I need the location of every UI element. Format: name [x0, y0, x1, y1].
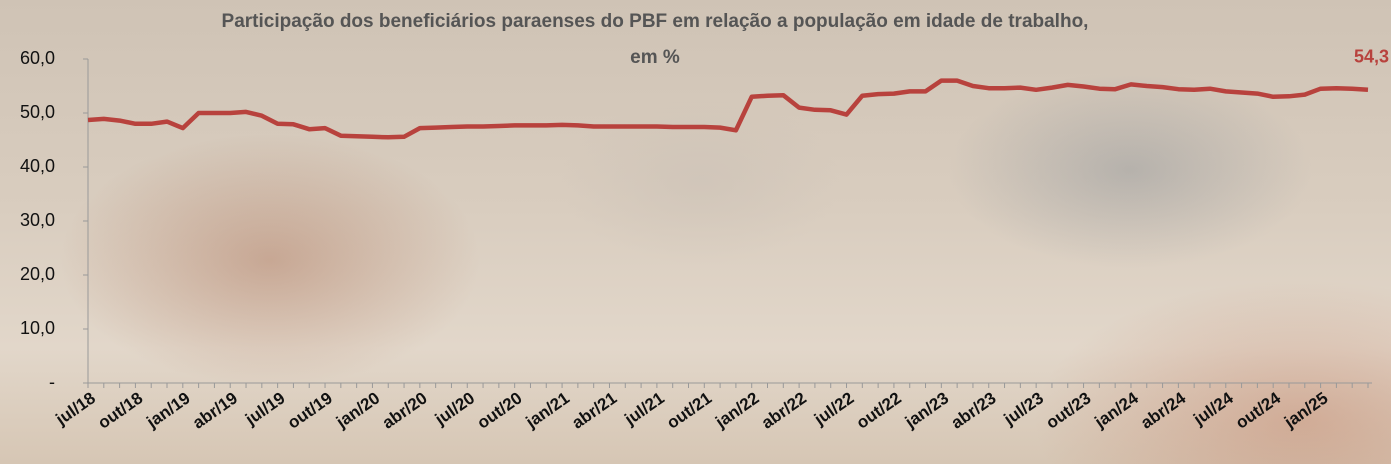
page: Participação dos beneficiários paraenses… [0, 0, 1391, 464]
x-tick-label: jul/22 [810, 388, 857, 429]
x-tick-label: out/24 [1232, 388, 1284, 433]
chart: Participação dos beneficiários paraenses… [0, 0, 1391, 464]
x-tick-label: abr/19 [189, 388, 241, 432]
x-tick-label: abr/22 [758, 388, 810, 432]
y-tick-label: 60,0 [20, 48, 55, 68]
chart-title: Participação dos beneficiários paraenses… [222, 11, 1089, 32]
x-tick-label: abr/23 [948, 388, 1000, 432]
x-tick-label: out/21 [663, 388, 715, 432]
x-tick-label: jul/24 [1189, 388, 1237, 429]
y-tick-label: 50,0 [20, 102, 55, 122]
x-tick-label: abr/24 [1137, 388, 1189, 433]
x-tick-label: out/23 [1043, 388, 1095, 432]
x-tick-label: out/20 [474, 388, 526, 432]
data-line [88, 81, 1368, 138]
x-tick-label: jan/21 [522, 388, 573, 432]
data-label: 54,3 [1354, 47, 1389, 67]
x-tick-label: out/18 [94, 388, 146, 432]
y-tick-label: 30,0 [20, 210, 55, 230]
x-tick-label: jan/25 [1280, 388, 1331, 432]
x-tick-label: jan/24 [1091, 388, 1143, 432]
x-tick-label: jul/23 [1000, 388, 1047, 429]
x-tick-label: jul/20 [431, 388, 478, 429]
x-tick-label: out/19 [284, 388, 336, 432]
y-tick-label: 40,0 [20, 156, 55, 176]
x-tick-label: jan/22 [711, 388, 762, 432]
x-tick-label: jul/21 [620, 388, 667, 429]
chart-title: em % [630, 47, 680, 68]
x-tick-label: jan/20 [332, 388, 383, 432]
x-tick-label: jan/19 [142, 388, 193, 432]
y-tick-label: - [49, 372, 55, 392]
x-tick-label: out/22 [853, 388, 905, 432]
y-tick-label: 10,0 [20, 318, 55, 338]
x-tick-label: abr/21 [568, 388, 620, 432]
x-tick-label: abr/20 [379, 388, 431, 432]
x-tick-label: jul/18 [52, 388, 99, 429]
y-tick-label: 20,0 [20, 264, 55, 284]
x-tick-label: jan/23 [901, 388, 952, 432]
x-tick-label: jul/19 [241, 388, 288, 429]
